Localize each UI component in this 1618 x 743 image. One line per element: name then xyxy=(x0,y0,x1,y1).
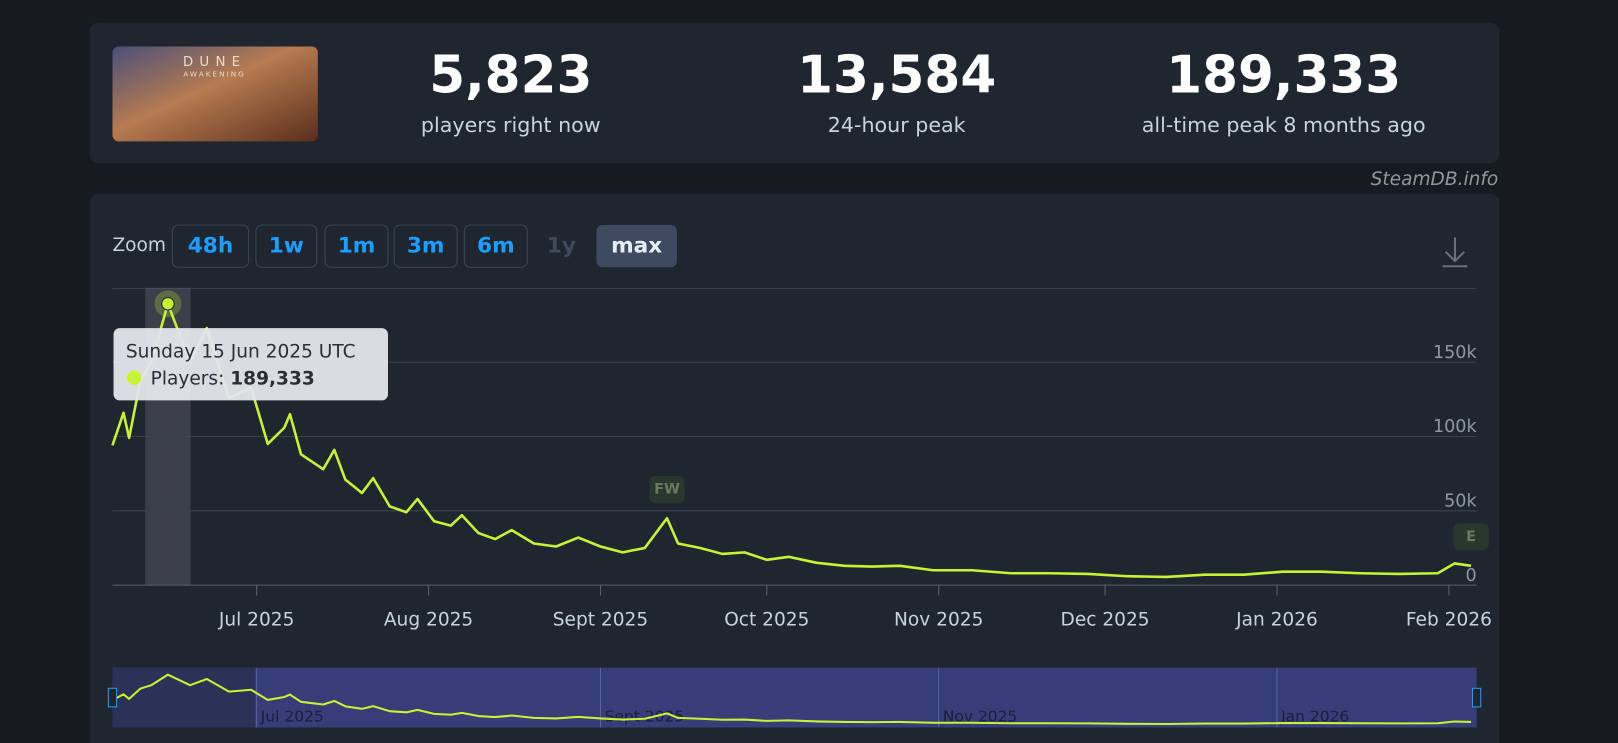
stat-value: 189,333 xyxy=(1166,45,1401,105)
y-tick-label: 100k xyxy=(1433,417,1477,437)
navigator-mask xyxy=(112,667,255,728)
tooltip-series-label: Players: xyxy=(151,368,225,389)
x-tick-label: Nov 2025 xyxy=(894,610,983,631)
navigator[interactable] xyxy=(112,667,1477,728)
chart-card xyxy=(89,194,1500,743)
stat-value: 5,823 xyxy=(429,45,592,105)
navigator-tick-label: Jan 2026 xyxy=(1280,708,1349,726)
zoom-button[interactable] xyxy=(393,224,458,268)
tooltip-value: 189,333 xyxy=(230,368,315,389)
x-tick-label: Jul 2025 xyxy=(218,610,295,631)
zoom-button[interactable] xyxy=(596,224,677,268)
stat-value: 13,584 xyxy=(797,45,996,105)
zoom-button[interactable] xyxy=(463,224,528,268)
hover-point xyxy=(161,297,175,311)
stat-label: 24-hour peak xyxy=(828,113,966,137)
event-flag[interactable] xyxy=(649,475,685,503)
tooltip-date: Sunday 15 Jun 2025 UTC xyxy=(126,341,356,362)
navigator-tick-label: Nov 2025 xyxy=(943,708,1017,726)
event-flag-label: E xyxy=(1466,529,1476,545)
navigator-handle-left[interactable] xyxy=(107,687,118,708)
thumbnail-subtitle: AWAKENING xyxy=(183,69,246,78)
zoom-button-label: 48h xyxy=(188,234,234,259)
game-thumbnail[interactable] xyxy=(112,46,318,142)
source-link[interactable]: SteamDB.info xyxy=(1371,169,1499,190)
navigator-handle-right[interactable] xyxy=(1471,687,1482,708)
download-icon[interactable] xyxy=(1442,237,1468,268)
zoom-button-label: 6m xyxy=(477,234,515,259)
zoom-button-label: 1w xyxy=(269,234,304,259)
stats-card xyxy=(89,22,1500,164)
navigator-tick-label: Sept 2025 xyxy=(605,708,685,726)
series-line xyxy=(111,673,1472,726)
navigator-tick-label: Jul 2025 xyxy=(260,708,324,726)
tooltip-legend-dot xyxy=(126,370,142,385)
x-tick-label: Aug 2025 xyxy=(384,610,473,631)
series-line xyxy=(111,302,1472,579)
zoom-button[interactable] xyxy=(255,224,318,268)
y-tick-label: 50k xyxy=(1444,492,1477,512)
zoom-button-label: 1y xyxy=(547,234,576,259)
zoom-button-label: 3m xyxy=(407,234,445,259)
event-flag-label: FW xyxy=(654,481,680,497)
y-tick-label: 0 xyxy=(1465,566,1476,586)
x-tick-label: Dec 2025 xyxy=(1061,610,1150,631)
zoom-label: Zoom xyxy=(112,235,166,256)
x-tick-label: Sept 2025 xyxy=(553,610,648,631)
tooltip-series: Players: 189,333 xyxy=(151,368,315,389)
tooltip-box xyxy=(113,328,388,401)
thumbnail-title: DUNE xyxy=(183,55,246,70)
plot-top-border xyxy=(112,287,1477,289)
y-tick-label: 150k xyxy=(1433,343,1477,363)
x-tick-label: Oct 2025 xyxy=(724,610,809,631)
zoom-button-label: 1m xyxy=(338,234,376,259)
x-tick-label: Jan 2026 xyxy=(1235,610,1318,631)
event-flag[interactable] xyxy=(1453,523,1489,551)
x-tick-label: Feb 2026 xyxy=(1406,610,1492,631)
stat-label: all-time peak 8 months ago xyxy=(1142,113,1426,137)
stat-label: players right now xyxy=(421,113,601,137)
zoom-button-label: max xyxy=(611,234,662,259)
zoom-button[interactable] xyxy=(171,224,250,268)
zoom-button[interactable] xyxy=(324,224,389,268)
